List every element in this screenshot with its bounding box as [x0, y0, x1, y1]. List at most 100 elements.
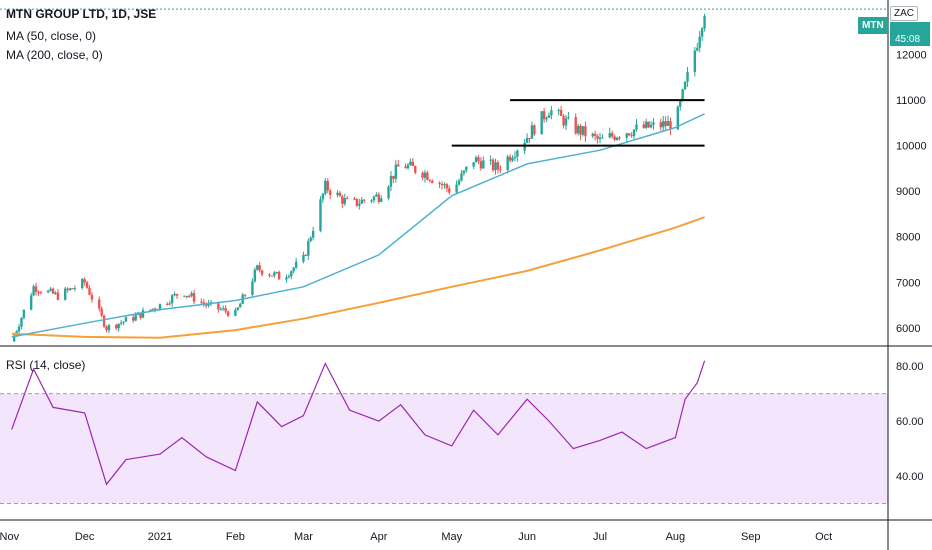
candle-body — [679, 100, 682, 107]
candle-body — [392, 175, 395, 179]
time-tick-label: May — [441, 531, 462, 543]
candle-body — [380, 198, 383, 202]
candle-body — [98, 299, 101, 309]
rsi-pane[interactable] — [0, 360, 888, 505]
candle-body — [358, 203, 361, 206]
candle-body — [122, 321, 125, 323]
candle-body — [627, 133, 631, 136]
candle-body — [311, 230, 315, 238]
candle-body — [647, 121, 650, 128]
candle-body — [321, 193, 325, 200]
candle-body — [496, 162, 500, 170]
candle-body — [523, 142, 526, 151]
candle-body — [185, 295, 188, 297]
time-tick-label: Jun — [518, 531, 536, 543]
candle-body — [46, 290, 50, 293]
candle-body — [304, 254, 308, 256]
candle-body — [698, 36, 701, 48]
candle-body — [557, 110, 560, 112]
candle-body — [338, 192, 342, 197]
candle-body — [54, 292, 57, 294]
candle-body — [73, 288, 77, 290]
candle-body — [409, 161, 412, 165]
candle-body — [440, 184, 444, 186]
candle-body — [700, 28, 704, 37]
candle-body — [494, 162, 497, 171]
time-tick-label: Dec — [75, 531, 95, 543]
rsi-legend: RSI (14, close) — [6, 358, 86, 372]
candle-body — [166, 303, 169, 305]
candle-body — [20, 317, 23, 327]
candle-body — [516, 150, 519, 157]
candle-body — [387, 186, 390, 199]
price-tick-label: 6000 — [896, 323, 920, 335]
candle-body — [581, 126, 585, 135]
candle-body — [615, 137, 619, 140]
candle-body — [285, 277, 288, 280]
candle-body — [404, 166, 407, 169]
candle-body — [56, 292, 60, 300]
candle-body — [683, 81, 687, 90]
candle-body — [302, 254, 305, 262]
candle-body — [664, 121, 667, 126]
time-tick-label: Oct — [815, 531, 832, 543]
candle-body — [117, 323, 120, 329]
price-tick-label: 11000 — [896, 95, 926, 107]
price-tick-label: 10000 — [896, 141, 927, 153]
candle-body — [341, 196, 344, 204]
candle-body — [397, 164, 400, 167]
candle-body — [328, 190, 332, 195]
candle-body — [559, 110, 563, 116]
candle-body — [336, 192, 339, 195]
candle-body — [421, 172, 424, 178]
candle-body — [499, 169, 502, 171]
candle-body — [423, 172, 427, 178]
candle-body — [584, 126, 587, 137]
candle-body — [170, 295, 174, 304]
candle-body — [222, 308, 225, 310]
rsi-tick-label: 60.00 — [896, 416, 924, 428]
candle-body — [200, 301, 203, 303]
candle-body — [139, 312, 142, 318]
candle-body — [353, 198, 356, 200]
candle-body — [669, 121, 672, 130]
candle-body — [513, 156, 517, 159]
candle-body — [90, 294, 94, 300]
price-pane[interactable] — [0, 8, 888, 342]
ma50-line — [11, 113, 705, 338]
candle-body — [277, 271, 281, 280]
candle-body — [547, 115, 551, 118]
candle-body — [292, 267, 295, 272]
candle-body — [268, 274, 271, 276]
candle-body — [645, 121, 648, 128]
candle-body — [141, 310, 145, 318]
time-tick-label: Apr — [370, 531, 387, 543]
candle-body — [567, 117, 570, 119]
candle-body — [528, 138, 531, 140]
candle-body — [686, 71, 689, 82]
candle-body — [457, 180, 461, 185]
candle-body — [190, 293, 193, 297]
candle-body — [192, 293, 196, 302]
rsi-tick-label: 40.00 — [896, 471, 924, 483]
candle-body — [253, 269, 257, 282]
candle-body — [102, 315, 106, 327]
candle-body — [68, 288, 72, 290]
candle-body — [438, 182, 441, 185]
candle-body — [562, 115, 565, 126]
candle-body — [270, 275, 274, 277]
candle-body — [132, 317, 135, 321]
candle-body — [219, 309, 222, 311]
countdown-label: 45:08 — [895, 34, 921, 45]
price-tick-label: 9000 — [896, 186, 920, 198]
candle-body — [542, 111, 546, 120]
candle-body — [275, 271, 278, 273]
candle-body — [88, 287, 91, 295]
candle-body — [596, 135, 599, 140]
rsi-tick-label: 80.00 — [896, 361, 924, 373]
candle-body — [443, 184, 446, 186]
currency-tag: ZAC — [890, 6, 918, 21]
candle-body — [372, 196, 376, 201]
candle-body — [482, 160, 485, 169]
